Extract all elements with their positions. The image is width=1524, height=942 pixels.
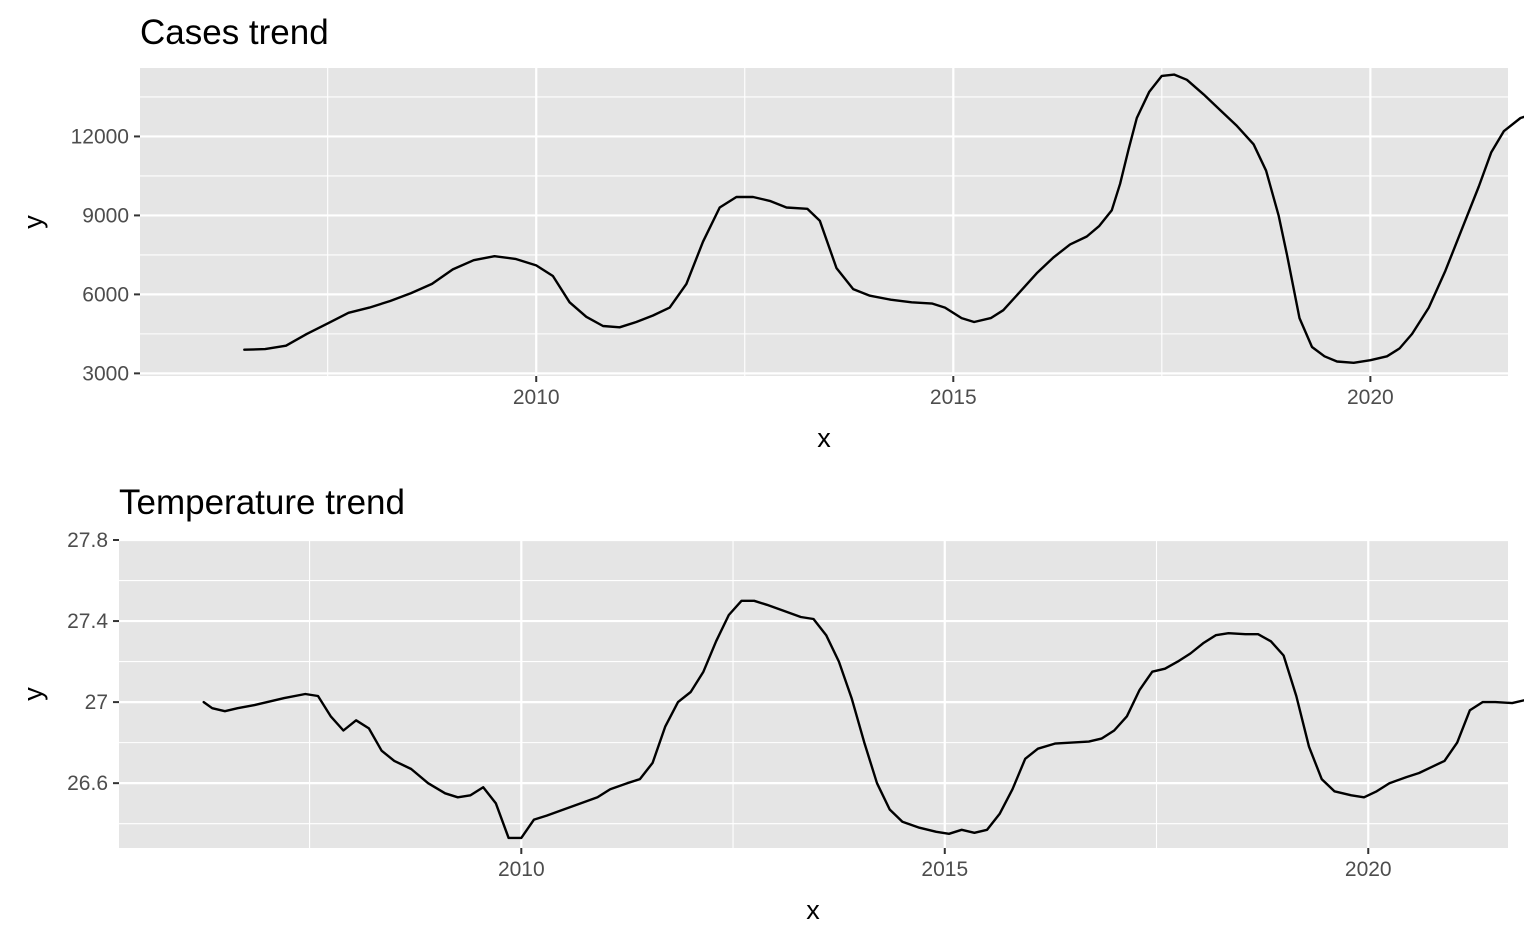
temperature-chart-title: Temperature trend bbox=[119, 483, 405, 522]
temperature-plot-panel bbox=[119, 540, 1508, 848]
cases-x-tick-label: 2015 bbox=[930, 386, 977, 409]
cases-y-tick-label: 9000 bbox=[82, 204, 129, 227]
cases-y-tick-label: 12000 bbox=[71, 125, 129, 148]
temperature-y-tick-label: 27.8 bbox=[67, 529, 108, 552]
temperature-trend-line bbox=[202, 599, 1524, 840]
cases-x-tick-label: 2010 bbox=[513, 386, 560, 409]
temperature-x-tick-label: 2010 bbox=[498, 858, 545, 881]
temperature-y-axis-title: y bbox=[18, 687, 48, 701]
cases-x-axis-title: x bbox=[817, 423, 831, 453]
cases-x-tick-label: 2020 bbox=[1347, 386, 1394, 409]
cases-gridlines bbox=[140, 68, 1508, 376]
cases-chart: Cases trend 2010 2015 2020 3000 6000 9000 1200… bbox=[18, 13, 1524, 453]
cases-chart-title: Cases trend bbox=[140, 13, 329, 52]
temperature-x-tick-label: 2020 bbox=[1345, 858, 1392, 881]
cases-trend-line bbox=[243, 73, 1524, 364]
temperature-y-tick-label: 27 bbox=[85, 691, 108, 714]
temperature-y-tick-label: 26.6 bbox=[67, 772, 108, 795]
cases-plot-panel bbox=[140, 68, 1508, 376]
cases-y-tick-label: 6000 bbox=[82, 283, 129, 306]
temperature-axis-ticks: 2010 2015 2020 26.6 27 27.4 27.8 bbox=[67, 529, 1391, 881]
cases-axis-ticks: 2010 2015 2020 3000 6000 9000 12000 bbox=[71, 125, 1394, 409]
temperature-chart: Temperature trend 2010 2015 2020 26.6 27 27.4… bbox=[18, 483, 1524, 925]
temperature-x-axis-title: x bbox=[806, 895, 820, 925]
cases-y-axis-title: y bbox=[18, 215, 48, 229]
cases-y-tick-label: 3000 bbox=[82, 362, 129, 385]
temperature-x-tick-label: 2015 bbox=[921, 858, 968, 881]
temperature-y-tick-label: 27.4 bbox=[67, 610, 108, 633]
